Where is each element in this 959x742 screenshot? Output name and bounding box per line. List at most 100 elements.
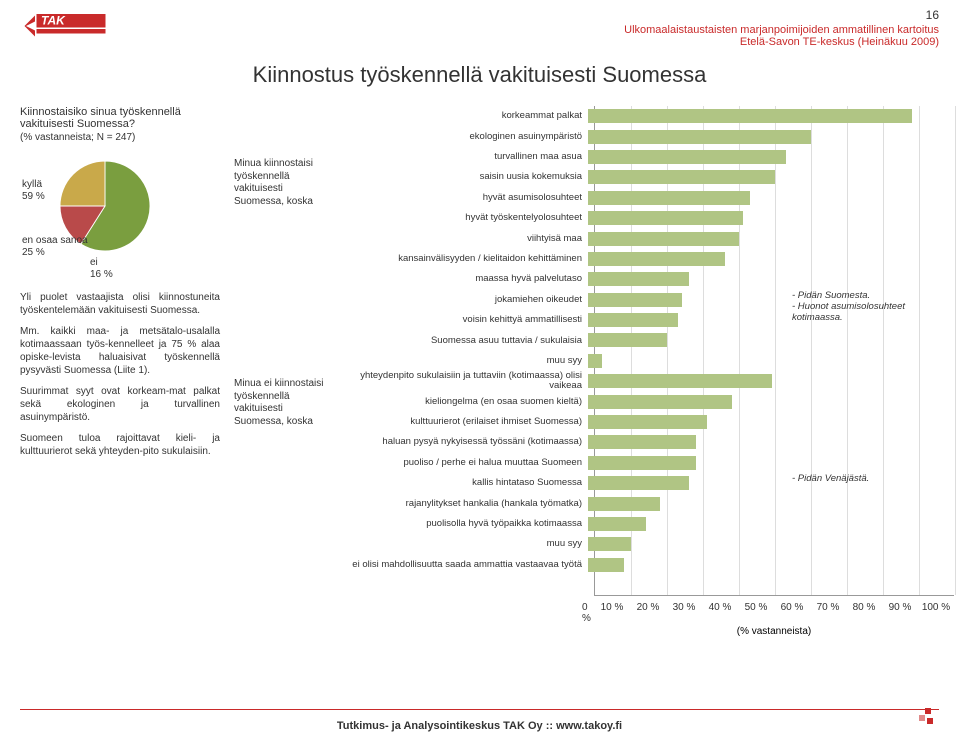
bar-track (588, 558, 954, 572)
bar-label: turvallinen maa asua (348, 152, 588, 162)
bar-label: saisin uusia kokemuksia (348, 172, 588, 182)
bar-track (588, 109, 954, 123)
group-label-no: Minua ei kiinnostaisi työskennellä vakit… (234, 378, 334, 428)
page-header: TAK 16 Ulkomaalaistaustaisten marjanpoim… (0, 0, 959, 52)
pie-chart: kyllä59 % ei16 % en osaa sanoa25 % (20, 151, 170, 281)
chart-annotation: - Pidän Suomesta.- Huonot asumisolosuhte… (792, 290, 954, 324)
bar-fill (588, 435, 696, 449)
bar-track (588, 497, 954, 511)
bar-label: ekologinen asuinympäristö (348, 132, 588, 142)
x-tick: 0 % (582, 602, 594, 624)
x-tick: 50 % (738, 602, 774, 624)
bar-fill (588, 130, 811, 144)
bar-label: korkeammat palkat (348, 111, 588, 121)
bar-label: hyvät asumisolosuhteet (348, 193, 588, 203)
pie-label-kylla: kyllä59 % (22, 179, 45, 203)
x-tick: 30 % (666, 602, 702, 624)
bar-fill (588, 354, 602, 368)
question-title: Kiinnostaisiko sinua työskennellä vakitu… (20, 106, 220, 130)
bar-fill (588, 537, 631, 551)
pie-label-ei: ei16 % (90, 257, 113, 281)
bar-fill (588, 211, 743, 225)
bar-label: hyvät työskentelyolosuhteet (348, 213, 588, 223)
bar-track (588, 456, 954, 470)
bar-track (588, 211, 954, 225)
bar-fill (588, 252, 725, 266)
x-tick: 40 % (702, 602, 738, 624)
bar-fill (588, 232, 739, 246)
footer-deco-icon (915, 708, 935, 728)
bar-fill (588, 109, 912, 123)
content: Kiinnostaisiko sinua työskennellä vakitu… (0, 106, 959, 637)
bar-label: kallis hintataso Suomessa (348, 478, 588, 488)
bar-track (588, 435, 954, 449)
header-line2: Etelä-Savon TE-keskus (Heinäkuu 2009) (624, 36, 939, 48)
x-tick: 70 % (810, 602, 846, 624)
bar-area: korkeammat palkat ekologinen asuinympäris… (348, 106, 954, 596)
bar-label: muu syy (348, 539, 588, 549)
para-1: Yli puolet vastaajista olisi kiinnostune… (20, 291, 220, 317)
bar-label: viihtyisä maa (348, 234, 588, 244)
bar-label: Suomessa asuu tuttavia / sukulaisia (348, 336, 588, 346)
pie-slice (60, 161, 105, 206)
bar-track (588, 333, 954, 347)
bar-label: kulttuurierot (erilaiset ihmiset Suomess… (348, 417, 588, 427)
bar-track (588, 517, 954, 531)
logo: TAK (20, 8, 110, 44)
bar-track (588, 395, 954, 409)
bar-fill (588, 293, 682, 307)
bar-track (588, 150, 954, 164)
page-number: 16 (624, 8, 939, 22)
bar-label: jokamiehen oikeudet (348, 295, 588, 305)
page-footer: Tutkimus- ja Analysointikeskus TAK Oy ::… (0, 709, 959, 734)
bar-fill (588, 415, 707, 429)
question-subtitle: (% vastanneista; N = 247) (20, 132, 220, 143)
footer-text: Tutkimus- ja Analysointikeskus TAK Oy ::… (337, 720, 622, 732)
bar-label: ei olisi mahdollisuutta saada ammattia v… (348, 560, 588, 570)
bar-label: muu syy (348, 356, 588, 366)
bar-track (588, 476, 954, 490)
para-3: Suurimmat syyt ovat korkeam-mat palkat s… (20, 385, 220, 424)
bar-fill (588, 150, 786, 164)
x-tick: 20 % (630, 602, 666, 624)
x-tick: 100 % (918, 602, 954, 624)
bar-fill (588, 497, 660, 511)
left-column: Kiinnostaisiko sinua työskennellä vakitu… (20, 106, 220, 637)
x-axis-title: (% vastanneista) (594, 626, 954, 637)
x-tick: 60 % (774, 602, 810, 624)
bar-track (588, 170, 954, 184)
bar-fill (588, 456, 696, 470)
bar-track (588, 232, 954, 246)
bar-track (588, 191, 954, 205)
bar-fill (588, 170, 775, 184)
bar-track (588, 252, 954, 266)
bar-label: yhteydenpito sukulaisiin ja tuttaviin (k… (348, 371, 588, 391)
bar-fill (588, 517, 646, 531)
bar-track (588, 415, 954, 429)
bar-fill (588, 374, 772, 388)
x-tick: 10 % (594, 602, 630, 624)
page-title: Kiinnostus työskennellä vakituisesti Suo… (0, 62, 959, 88)
bar-track (588, 354, 954, 368)
bar-label: puolisolla hyvä työpaikka kotimaassa (348, 519, 588, 529)
x-axis: 0 %10 %20 %30 %40 %50 %60 %70 %80 %90 %1… (594, 602, 954, 624)
para-2: Mm. kaikki maa- ja metsätalo-usalalla ko… (20, 325, 220, 377)
bar-label: kieliongelma (en osaa suomen kieltä) (348, 397, 588, 407)
bar-fill (588, 558, 624, 572)
bar-fill (588, 191, 750, 205)
bar-track (588, 537, 954, 551)
grid-line (955, 106, 956, 595)
bar-track (588, 272, 954, 286)
bar-chart: korkeammat palkat ekologinen asuinympäris… (348, 106, 954, 637)
para-4: Suomeen tuloa rajoittavat kieli- ja kult… (20, 432, 220, 458)
group-label-yes: Minua kiinnostaisi työskennellä vakituis… (234, 158, 334, 208)
header-meta: 16 Ulkomaalaistaustaisten marjanpoimijoi… (624, 8, 939, 48)
bar-track (588, 374, 954, 388)
footer-divider (20, 709, 939, 710)
bar-fill (588, 333, 667, 347)
bar-label: haluan pysyä nykyisessä työssäni (kotima… (348, 437, 588, 447)
chart-annotation: - Pidän Venäjästä. (792, 473, 869, 484)
bar-fill (588, 395, 732, 409)
svg-text:TAK: TAK (41, 14, 66, 28)
x-tick: 90 % (882, 602, 918, 624)
